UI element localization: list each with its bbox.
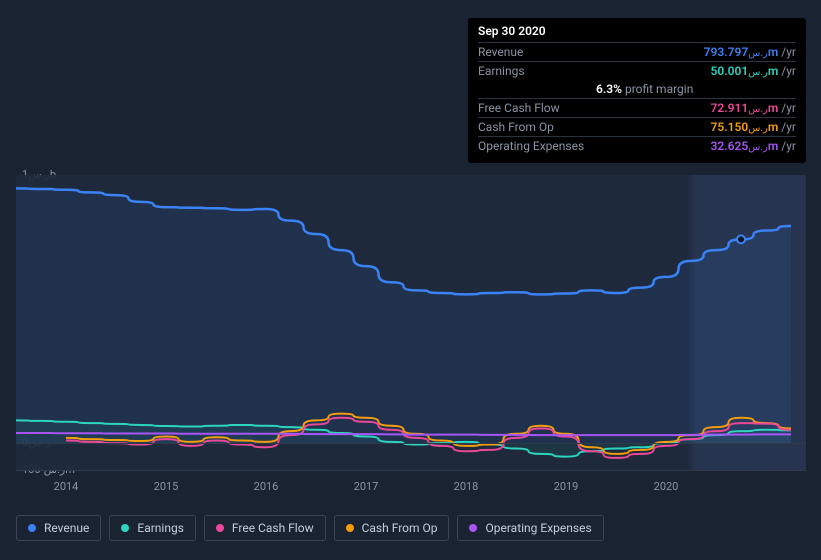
legend-dot-icon (28, 524, 36, 532)
tooltip-date: Sep 30 2020 (478, 24, 796, 42)
legend-dot-icon (346, 524, 354, 532)
legend-item-cfo[interactable]: Cash From Op (334, 515, 450, 541)
tooltip-value: 72.911ر.سm/yr (710, 101, 796, 115)
legend-dot-icon (216, 524, 224, 532)
legend-label: Earnings (137, 521, 184, 535)
financials-chart: ر.س1bر.س0ر.س-100m 2014201520162017201820… (16, 155, 806, 510)
legend-dot-icon (469, 524, 477, 532)
tooltip-value: 75.150ر.سm/yr (710, 120, 796, 134)
legend-label: Revenue (44, 521, 89, 535)
gridline (16, 443, 806, 444)
tooltip-label: Earnings (478, 64, 525, 78)
tooltip-value: 32.625ر.سm/yr (710, 139, 796, 153)
chart-legend: Revenue Earnings Free Cash Flow Cash From O… (16, 515, 604, 541)
gridline (16, 470, 806, 471)
x-tick-label: 2018 (454, 480, 479, 493)
tooltip-label: Free Cash Flow (478, 101, 560, 115)
tooltip-row-opex: Operating Expenses 32.625ر.سm/yr (478, 136, 796, 155)
legend-item-opex[interactable]: Operating Expenses (457, 515, 603, 541)
x-tick-label: 2016 (254, 480, 279, 493)
tooltip-margin: 6.3% profit margin (478, 80, 796, 98)
legend-label: Operating Expenses (485, 521, 591, 535)
tooltip-rows: Revenue 793.797ر.سm/yr Earnings 50.001ر.سm/… (478, 42, 796, 155)
x-tick-label: 2020 (654, 480, 679, 493)
legend-label: Free Cash Flow (232, 521, 314, 535)
x-tick-label: 2017 (354, 480, 379, 493)
tooltip-label: Cash From Op (478, 120, 554, 134)
x-tick-label: 2019 (554, 480, 579, 493)
x-axis-labels: 2014 2015 2016 2017 2018 2019 2020 (16, 480, 806, 500)
tooltip-row-earnings: Earnings 50.001ر.سm/yr (478, 61, 796, 80)
legend-item-revenue[interactable]: Revenue (16, 515, 101, 541)
tooltip-label: Revenue (478, 45, 523, 59)
legend-dot-icon (121, 524, 129, 532)
legend-item-fcf[interactable]: Free Cash Flow (204, 515, 326, 541)
plot-area[interactable] (16, 175, 806, 470)
area-revenue (16, 188, 791, 443)
x-tick-label: 2015 (154, 480, 179, 493)
tooltip-row-cfo: Cash From Op 75.150ر.سm/yr (478, 117, 796, 136)
tooltip-label: Operating Expenses (478, 139, 584, 153)
data-tooltip: Sep 30 2020 Revenue 793.797ر.سm/yr Earning… (468, 18, 806, 163)
tooltip-value: 793.797ر.سm/yr (704, 45, 796, 59)
tooltip-row-fcf: Free Cash Flow 72.911ر.سm/yr (478, 98, 796, 117)
legend-item-earnings[interactable]: Earnings (109, 515, 196, 541)
legend-label: Cash From Op (362, 521, 438, 535)
tooltip-value: 50.001ر.سm/yr (710, 64, 796, 78)
marker-dot (737, 235, 745, 243)
x-tick-label: 2014 (54, 480, 79, 493)
tooltip-row-revenue: Revenue 793.797ر.سm/yr (478, 42, 796, 61)
